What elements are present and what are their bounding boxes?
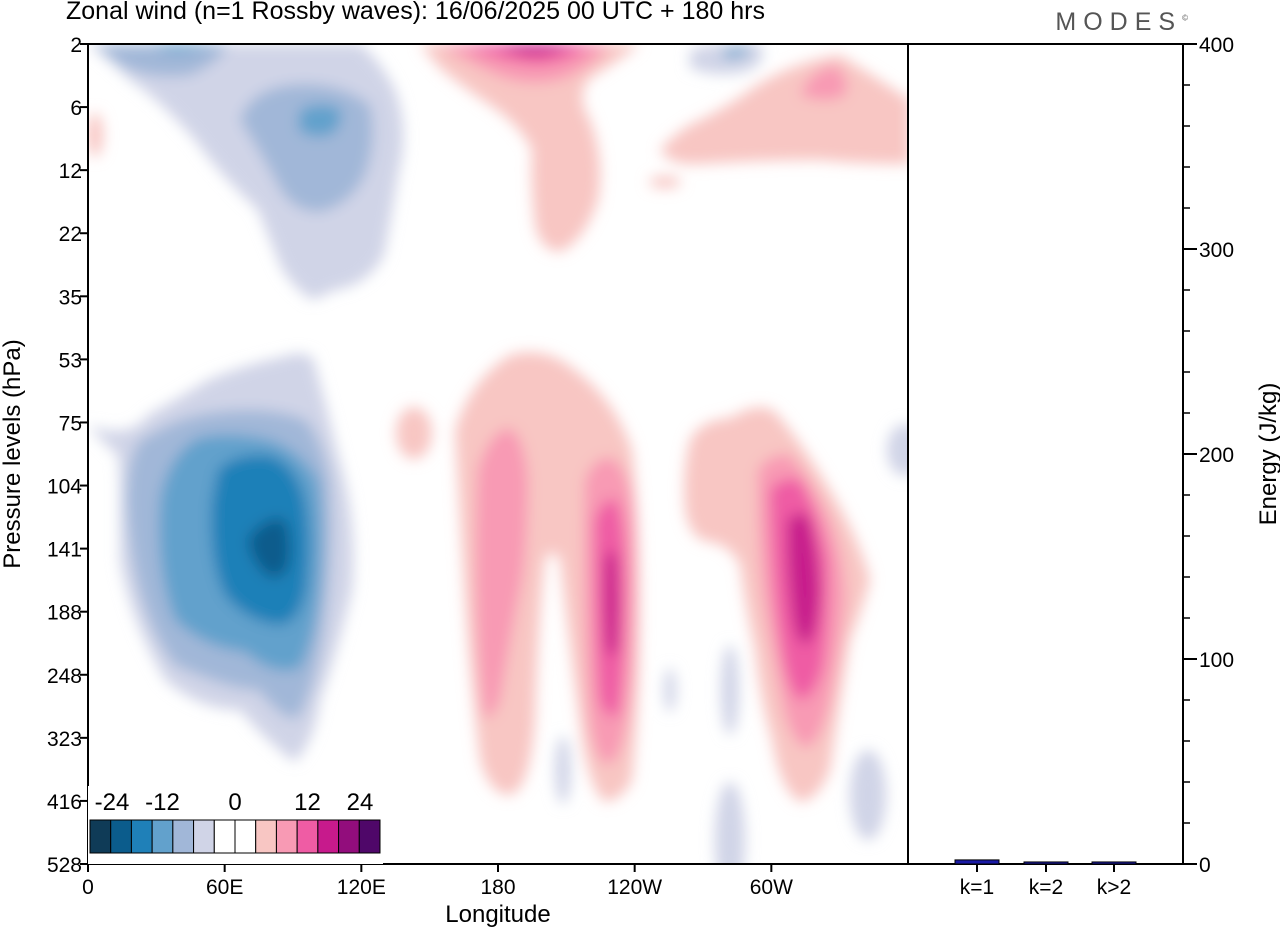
contour-pos-top-1 [420,44,640,252]
contour-pos-top-4 [500,44,570,55]
contour-field [88,44,908,864]
colorbar-swatch [89,819,112,854]
x-tick-label: 60E [206,876,243,899]
modes-logo: MODES© [1055,8,1188,37]
contour-neg-blob-1 [555,736,571,804]
energy-bars: k=1 k=2 k>2 [954,859,1137,899]
energy-axis: 0 100 200 300 400 [1183,34,1234,877]
y-tick-label: 248 [47,665,82,688]
y-tick-label: 35 [59,286,82,309]
contour-neg-blob-6 [887,424,908,476]
y-tick-label: 528 [47,854,82,877]
energy-category-label: k>2 [1097,876,1131,899]
y-tick-label: 323 [47,728,82,751]
y-tick-label: 53 [59,349,82,372]
energy-bar [1091,861,1137,865]
contour-pos-blob-4 [649,176,681,188]
energy-tick-label: 200 [1199,444,1234,467]
energy-tick-label: 300 [1199,239,1234,262]
colorbar-swatch [358,819,381,854]
colorbar-swatch [151,819,174,854]
contour-neg-top-2 [150,44,212,52]
energy-tick-label: 0 [1199,854,1211,877]
colorbar-label: -12 [145,789,180,816]
contour-neg-lower-5 [248,518,290,578]
x-tick-label: 0 [82,876,94,899]
contour-pos-right-top-2 [800,65,848,100]
contour-neg-right-top [690,44,763,75]
colorbar: -24 -12 0 12 24 [88,786,383,864]
y-tick-label: 75 [59,412,82,435]
x-tick-label: 120E [337,876,386,899]
contour-pos-b-3 [604,551,619,655]
colorbar-swatch [130,819,153,854]
energy-tick-label: 100 [1199,649,1234,672]
contour-neg-blob-3 [721,645,739,735]
longitude-axis: 0 60E 120E 180 120W 60W [82,864,793,899]
energy-bar [1023,861,1069,865]
colorbar-swatch [338,819,360,854]
contour-neg-top-1 [95,44,228,77]
colorbar-label: 12 [294,789,321,816]
energy-bar [954,859,1000,865]
chart-title: Zonal wind (n=1 Rossby waves): 16/06/202… [66,0,765,25]
x-tick-label: 180 [480,876,515,899]
contour-neg-blob-5 [715,782,745,864]
energy-panel-frame [907,43,1184,865]
colorbar-swatch [172,819,195,854]
contour-pos-c-4 [787,513,820,645]
colorbar-swatch [317,819,340,854]
contour-neg-upper-3 [298,104,342,137]
x-tick-label: 120W [607,876,662,899]
x-axis-title: Longitude [445,901,550,928]
contour-neg-blob-2 [664,668,676,712]
colorbar-label: -24 [95,789,130,816]
energy-axis-title: Energy (J/kg) [1255,383,1280,526]
colorbar-swatch [234,819,257,854]
colorbar-swatch [296,819,319,854]
y-tick-label: 416 [47,791,82,814]
contour-neg-right-top-2 [722,47,752,58]
contour-pos-blob-3 [88,113,103,157]
y-tick-label: 141 [47,539,82,562]
colorbar-label: 0 [228,789,241,816]
y-tick-label: 6 [70,97,82,120]
logo-text: MODES [1055,8,1183,36]
colorbar-swatch [255,819,277,854]
y-tick-label: 12 [59,160,82,183]
y-tick-label: 2 [70,34,82,57]
y-tick-label: 104 [47,476,82,499]
colorbar-swatch [110,819,132,854]
pressure-axis: 2 6 12 22 35 53 75 104 141 188 248 323 416 528 [47,34,88,877]
y-tick-label: 188 [47,602,82,625]
contour-pos-a-2 [476,428,528,718]
contour-neg-blob-4 [850,750,886,840]
colorbar-label: 24 [347,789,374,816]
contour-pos-right-top-1 [660,55,908,165]
logo-mark: © [1182,13,1188,23]
colorbar-swatch [213,819,236,854]
contour-pos-blob-1 [396,407,432,459]
energy-tick-label: 400 [1199,34,1234,57]
y-tick-label: 22 [59,223,82,246]
x-tick-label: 60W [750,876,793,899]
energy-category-label: k=2 [1029,876,1063,899]
y-axis-title: Pressure levels (hPa) [0,339,26,568]
colorbar-swatch [193,819,215,854]
colorbar-swatch [275,819,298,854]
energy-category-label: k=1 [960,876,994,899]
